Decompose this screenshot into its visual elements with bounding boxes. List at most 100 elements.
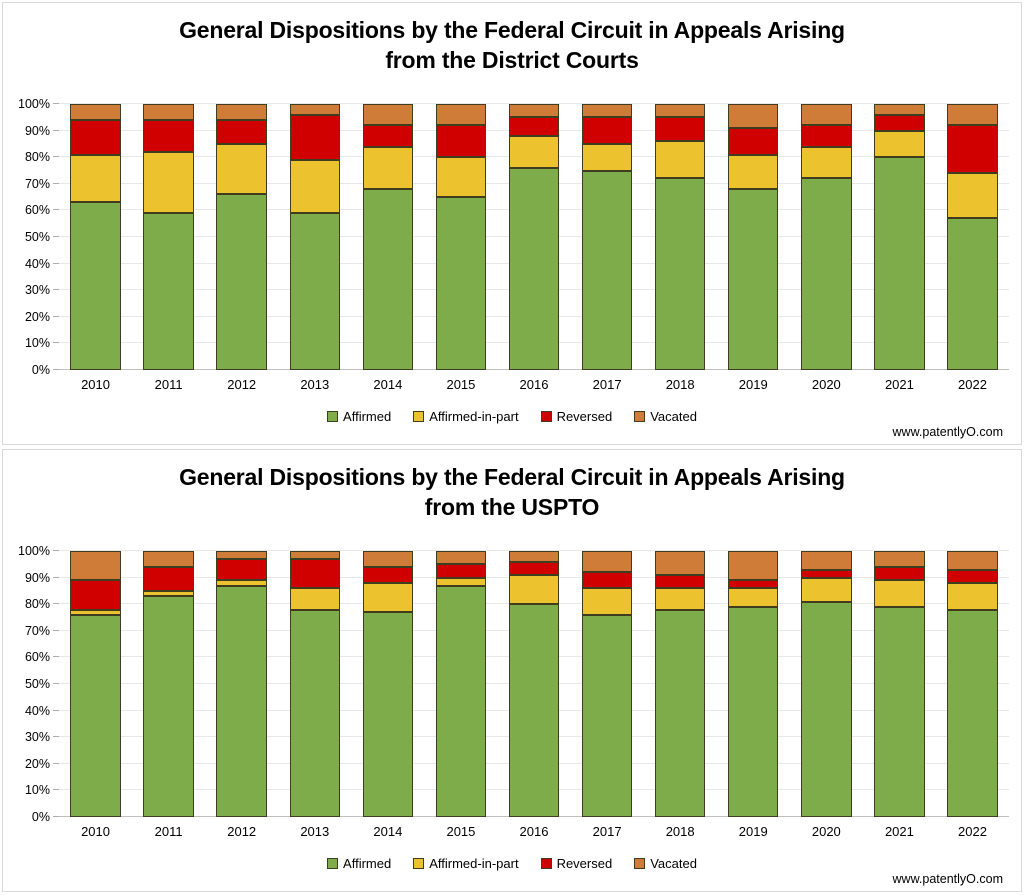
bar-segment-affirmed-in-part-2012 — [216, 143, 267, 195]
y-tick-70 — [53, 182, 59, 184]
bar-slot-2019 — [717, 104, 790, 370]
bar-slot-2020 — [790, 104, 863, 370]
bar-segment-reversed-2011 — [143, 119, 194, 152]
gridline-100 — [59, 550, 1009, 551]
chart-panel-district-courts: General Dispositions by the Federal Circ… — [2, 2, 1022, 445]
bar-segment-affirmed-2011 — [143, 213, 194, 370]
bar-segment-affirmed-2016 — [508, 604, 560, 817]
bar-segment-reversed-2021 — [874, 114, 925, 131]
bar-segment-vacated-2013 — [289, 551, 340, 560]
legend-swatch-vacated — [634, 858, 646, 869]
x-label-2013: 2013 — [300, 824, 330, 839]
bars — [59, 551, 1009, 817]
x-label-2018: 2018 — [665, 824, 695, 839]
y-tick-90 — [53, 129, 59, 131]
x-label-2019: 2019 — [738, 824, 768, 839]
y-tick-0 — [53, 369, 59, 370]
bar-2021 — [874, 104, 925, 370]
bar-segment-reversed-2013 — [289, 559, 340, 589]
bar-2021 — [874, 551, 925, 817]
bar-segment-affirmed-in-part-2011 — [143, 151, 194, 214]
bar-segment-affirmed-2021 — [874, 606, 925, 817]
y-tick-100 — [53, 103, 59, 104]
y-tick-label-50: 50% — [24, 230, 50, 244]
x-label-2020: 2020 — [811, 377, 841, 392]
y-tick-30 — [53, 736, 59, 738]
bar-2020 — [801, 104, 852, 370]
legend-label-affirmed-in-part: Affirmed-in-part — [429, 409, 519, 424]
x-label-2014: 2014 — [373, 377, 403, 392]
bar-segment-vacated-2017 — [581, 551, 633, 573]
bar-segment-reversed-2010 — [70, 119, 121, 155]
bar-segment-reversed-2012 — [216, 559, 267, 581]
bar-segment-reversed-2019 — [728, 127, 779, 155]
bar-segment-affirmed-in-part-2021 — [874, 130, 925, 158]
chart-title-line: from the USPTO — [424, 494, 600, 520]
y-tick-label-80: 80% — [24, 597, 50, 612]
bar-segment-affirmed-2017 — [581, 614, 633, 817]
y-axis: 0% 10% 20% 30% 40% 50% 60% 70% 80% 90% 100% — [3, 97, 59, 377]
bar-segment-vacated-2014 — [362, 104, 414, 126]
bar-segment-affirmed-in-part-2010 — [70, 609, 121, 615]
chart-title-line: from the District Courts — [385, 47, 639, 73]
y-tick-0 — [53, 816, 59, 817]
bar-segment-affirmed-in-part-2014 — [362, 146, 414, 190]
bar-segment-vacated-2016 — [508, 104, 560, 118]
bar-segment-affirmed-in-part-2018 — [654, 588, 706, 610]
bar-segment-vacated-2017 — [581, 104, 633, 118]
bar-slot-2014 — [351, 551, 424, 817]
x-label-2020: 2020 — [811, 824, 841, 839]
bar-2017 — [581, 551, 633, 817]
bar-slot-2011 — [132, 551, 205, 817]
bar-2015 — [435, 104, 487, 370]
legend-item-affirmed: Affirmed — [327, 856, 391, 871]
bar-2016 — [508, 104, 560, 370]
y-tick-30 — [53, 289, 59, 291]
plot-row: 0% 10% 20% 30% 40% 50% 60% 70% 80% 90% 100% — [3, 97, 1021, 377]
bar-segment-affirmed-2018 — [654, 178, 706, 370]
y-tick-label-20: 20% — [24, 309, 50, 324]
bar-segment-vacated-2018 — [654, 551, 706, 575]
legend-label-affirmed: Affirmed — [343, 856, 392, 871]
y-tick-90 — [53, 576, 59, 578]
x-label-2017: 2017 — [592, 824, 622, 839]
bar-segment-reversed-2017 — [581, 117, 633, 144]
bar-segment-affirmed-in-part-2021 — [874, 580, 925, 607]
y-tick-100 — [53, 550, 59, 551]
bar-segment-vacated-2012 — [216, 551, 267, 560]
bar-segment-affirmed-2015 — [435, 585, 487, 817]
bar-segment-affirmed-2011 — [143, 596, 194, 817]
legend-swatch-affirmed-in-part — [413, 858, 425, 869]
bar-2022 — [947, 104, 998, 370]
legend-label-vacated: Vacated — [650, 409, 697, 424]
bar-segment-affirmed-in-part-2014 — [362, 582, 414, 613]
y-tick-label-10: 10% — [24, 336, 50, 351]
bar-segment-vacated-2015 — [435, 104, 487, 126]
bar-segment-vacated-2021 — [874, 551, 925, 567]
bar-slot-2010 — [59, 551, 132, 817]
y-tick-60 — [53, 656, 59, 658]
x-label-2015: 2015 — [446, 377, 476, 392]
bar-segment-vacated-2016 — [508, 551, 560, 562]
bar-slot-2018 — [644, 104, 717, 370]
y-tick-20 — [53, 762, 59, 764]
bar-slot-2014 — [351, 104, 424, 370]
bar-slot-2011 — [132, 104, 205, 370]
y-tick-80 — [53, 156, 59, 158]
bar-segment-vacated-2011 — [143, 104, 194, 120]
legend-swatch-reversed — [540, 858, 552, 869]
y-tick-label-30: 30% — [24, 730, 50, 745]
bar-segment-vacated-2018 — [654, 104, 706, 118]
bar-segment-affirmed-2015 — [435, 197, 487, 370]
x-label-2014: 2014 — [373, 824, 403, 839]
bar-slot-2019 — [717, 551, 790, 817]
y-tick-label-30: 30% — [24, 283, 50, 298]
x-label-2022: 2022 — [958, 377, 987, 392]
legend-label-reversed: Reversed — [556, 856, 613, 871]
bar-2022 — [947, 551, 998, 817]
bar-slot-2015 — [424, 104, 497, 370]
y-tick-label-50: 50% — [24, 677, 50, 691]
bar-2017 — [581, 104, 633, 370]
y-tick-label-80: 80% — [24, 150, 50, 165]
x-label-2010: 2010 — [81, 377, 110, 392]
